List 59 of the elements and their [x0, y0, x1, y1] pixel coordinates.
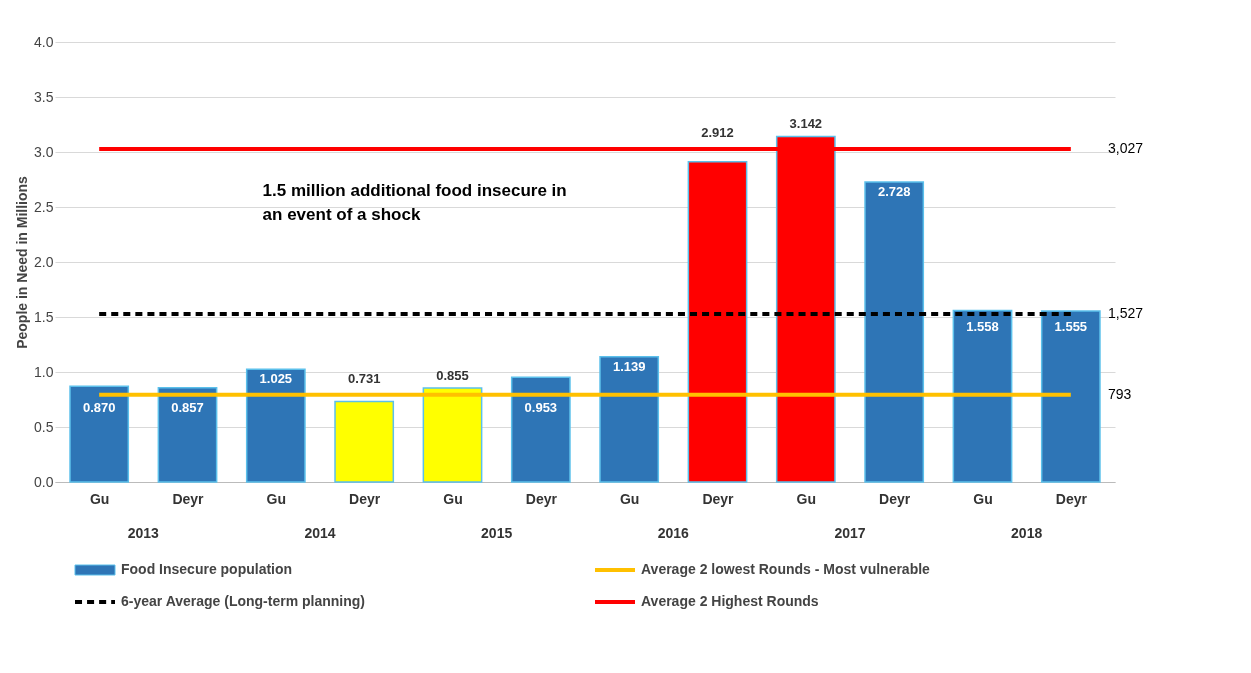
x-tick-label: Gu [266, 490, 287, 507]
text: 2017 [834, 525, 866, 541]
annotation: 3,027 [1107, 140, 1144, 157]
x-tick-label: Deyr [349, 490, 381, 507]
bar [1040, 310, 1101, 483]
data-label: 0.870 [82, 399, 116, 415]
text: 2018 [1011, 525, 1043, 541]
bar [422, 387, 483, 483]
y-tick-label: 1.0 [34, 363, 54, 380]
data-label: 2.912 [701, 125, 734, 141]
text: 2015 [481, 525, 513, 541]
data-label: 0.953 [524, 399, 558, 415]
y-tick-label: 4.0 [34, 33, 54, 50]
annotation: 1.5 million additional food insecure in an event of a shock [262, 180, 567, 224]
x-tick-label: Deyr [702, 490, 735, 507]
x-tick-label: Gu [973, 490, 993, 507]
text: 2016 [657, 525, 690, 541]
data-label: 3.142 [789, 116, 823, 132]
y-axis-title: People in Need in Millions [14, 175, 31, 349]
text: 2013 [127, 525, 160, 541]
data-label: 0.731 [347, 370, 381, 386]
annotation: 793 [1107, 385, 1132, 402]
data-label: 1.555 [1054, 319, 1088, 335]
x-tick-label: Deyr [525, 490, 558, 507]
bar [599, 355, 660, 483]
data-label: 1.025 [259, 371, 293, 387]
x-tick-label: Gu [619, 490, 640, 507]
bar [952, 309, 1013, 483]
data-label: 0.857 [171, 399, 204, 415]
data-label: 0.855 [436, 367, 469, 383]
legend-label: Average 2 Highest Rounds [641, 593, 819, 609]
x-tick-label: Gu [443, 490, 463, 507]
bar [687, 160, 748, 483]
y-tick-label: 2.5 [34, 198, 54, 215]
x-tick-label: Deyr [1055, 490, 1088, 507]
y-tick-label: 1.5 [34, 308, 54, 325]
y-tick-label: 3.0 [34, 143, 54, 160]
y-tick-label: 0.5 [34, 418, 54, 435]
text: 2014 [304, 525, 336, 541]
y-tick-label: 3.5 [34, 88, 54, 105]
bar [245, 368, 306, 483]
y-tick-label: 2.0 [34, 253, 54, 270]
bar [334, 400, 395, 483]
legend-label: Average 2 lowest Rounds - Most vulnerable [641, 561, 931, 577]
y-tick-label: 0.0 [34, 473, 54, 490]
annotation: 1,527 [1107, 305, 1144, 322]
x-tick-label: Deyr [879, 490, 911, 507]
legend-label: Food Insecure population [121, 561, 293, 577]
bar [510, 376, 571, 483]
data-label: 2.728 [877, 183, 911, 199]
x-tick-label: Gu [796, 490, 817, 507]
data-label: 1.139 [612, 358, 646, 374]
legend-label: 6-year Average (Long-term planning) [121, 593, 366, 609]
x-tick-label: Gu [89, 490, 110, 507]
bar [864, 181, 925, 483]
bar [157, 386, 218, 483]
bar [69, 385, 130, 483]
x-tick-label: Deyr [172, 490, 205, 507]
data-label: 1.558 [966, 319, 999, 335]
